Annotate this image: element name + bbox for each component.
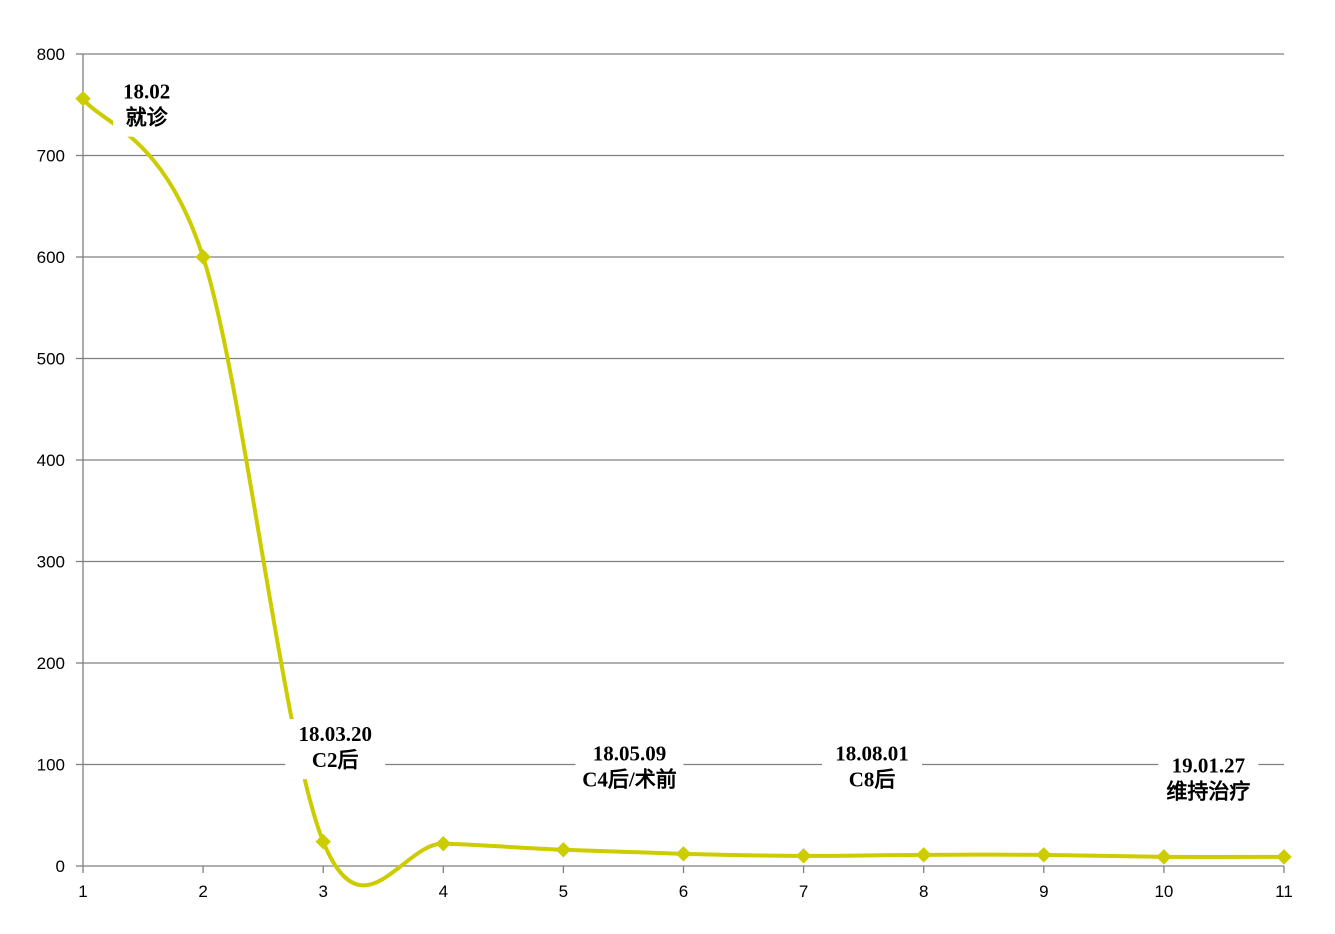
data-point-2: [195, 249, 211, 265]
x-tick-label: 8: [919, 882, 928, 901]
annotation-text: 18.03.20: [298, 722, 372, 746]
y-tick-label: 0: [56, 857, 65, 876]
annotation-text: 18.05.09: [593, 741, 667, 765]
x-tick-label: 1: [78, 882, 87, 901]
data-point-3: [315, 833, 331, 850]
annotation-text: C8后: [849, 767, 896, 791]
x-tick-label: 11: [1275, 882, 1293, 901]
y-tick-label: 700: [37, 147, 65, 166]
y-axis-ticks: 0 100 200 300 400 500 600 700 800: [37, 45, 65, 876]
data-point-7: [795, 848, 812, 864]
annotation-text: 19.01.27: [1172, 754, 1246, 778]
x-axis-ticks: 1 2 3 4 5 6 7 8 9 10 11: [78, 882, 1293, 901]
annotation-text: 就诊: [126, 106, 169, 130]
x-tick-label: 5: [559, 882, 568, 901]
annotation-text: C2后: [312, 748, 359, 772]
data-point-11: [1276, 849, 1292, 865]
x-tick-label: 4: [439, 882, 448, 901]
annotation-background: [1158, 750, 1259, 811]
data-point-1: [75, 90, 91, 107]
x-tick-label: 2: [198, 882, 207, 901]
x-tick-label: 10: [1154, 882, 1173, 901]
y-tick-label: 200: [37, 654, 65, 673]
y-tick-label: 300: [37, 553, 65, 572]
annotation-text: 18.08.01: [835, 741, 909, 765]
annotation-background: [285, 719, 386, 780]
data-point-6: [675, 846, 692, 862]
y-tick-label: 400: [37, 451, 65, 470]
x-tick-label: 3: [318, 882, 327, 901]
annotation-background: [575, 738, 684, 799]
annotation-background: [822, 738, 923, 799]
x-tick-label: 6: [679, 882, 688, 901]
data-point-5: [555, 842, 572, 858]
series-lines: [81, 96, 1286, 888]
annotation-text: 维持治疗: [1166, 780, 1250, 804]
y-tick-label: 600: [37, 248, 65, 267]
data-point-8: [915, 847, 932, 863]
annotation-text: C4后/术前: [582, 767, 677, 791]
gridlines: [83, 53, 1284, 766]
x-tick-label: 9: [1039, 882, 1048, 901]
y-tick-label: 500: [37, 350, 65, 369]
x-tick-label: 7: [799, 882, 808, 901]
y-tick-label: 800: [37, 45, 65, 64]
y-tick-label: 100: [37, 756, 65, 775]
data-point-4: [435, 835, 452, 852]
annotation-background: [113, 76, 181, 137]
series-points: [75, 90, 1292, 865]
series-line-0: [81, 96, 1286, 888]
axes: [76, 53, 1285, 873]
annotation-text: 18.02: [123, 80, 170, 104]
data-point-10: [1156, 849, 1172, 865]
data-point-9: [1036, 847, 1052, 863]
